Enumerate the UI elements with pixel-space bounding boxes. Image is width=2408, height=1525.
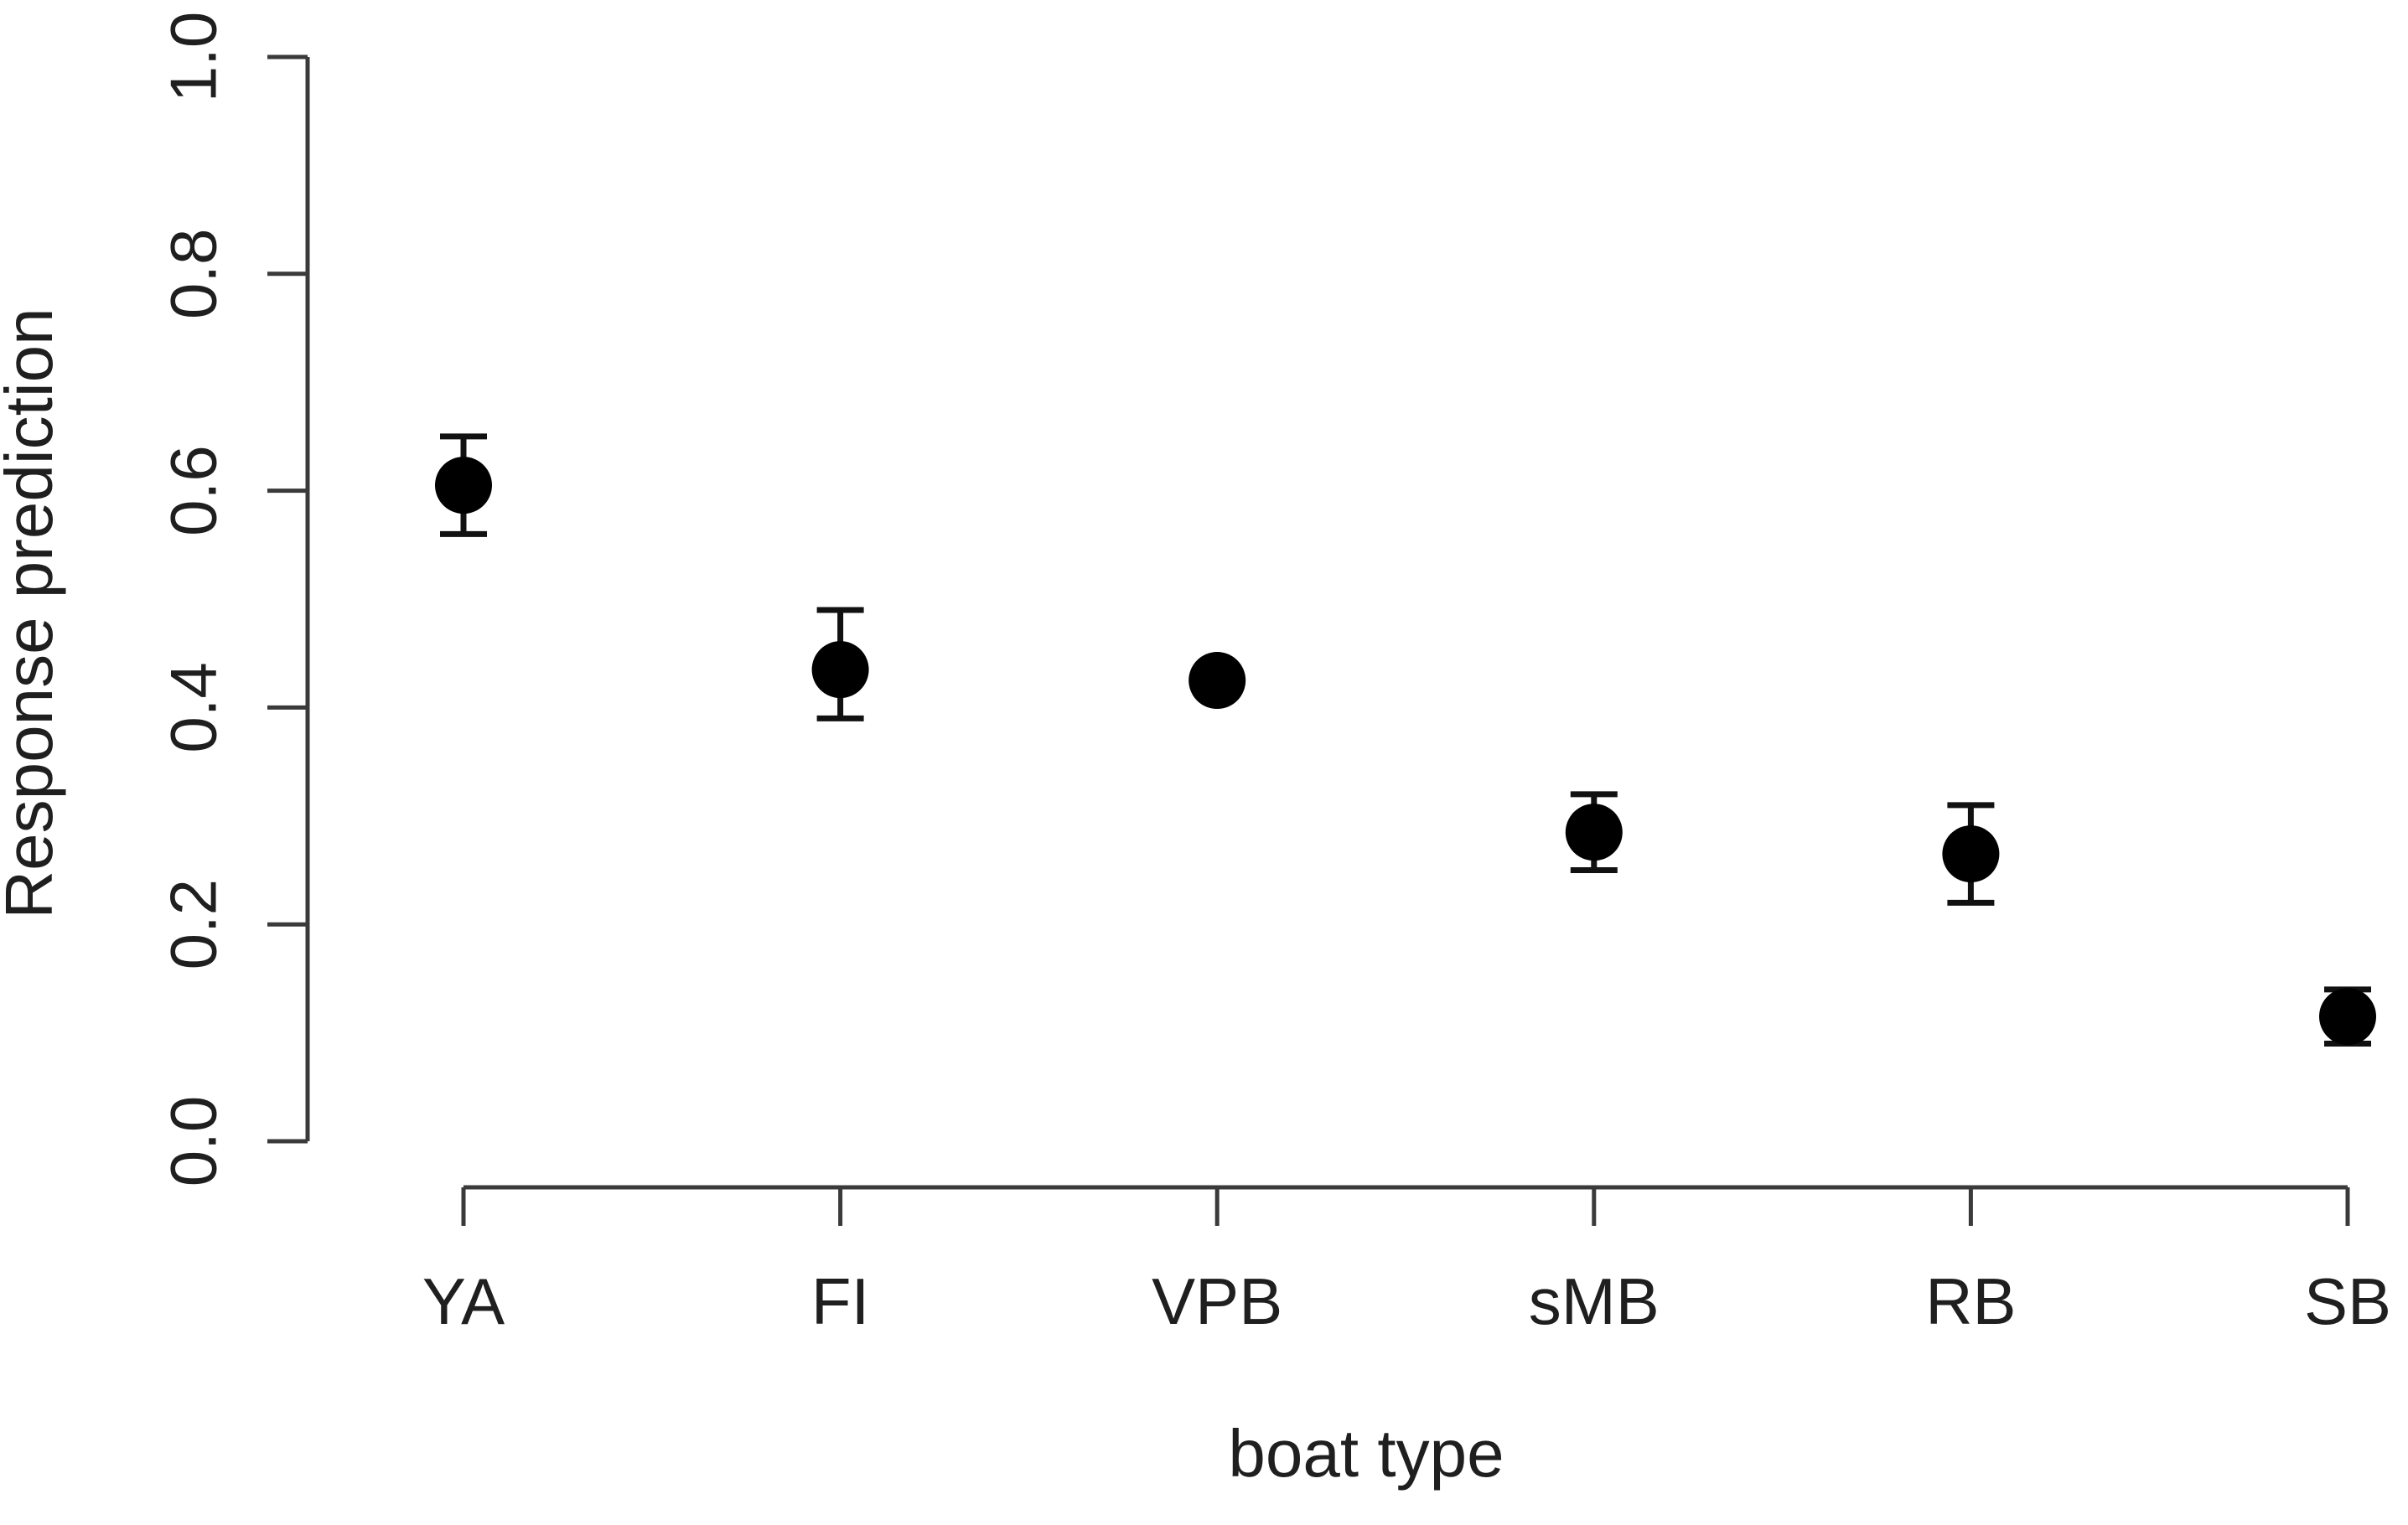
y-tick-label: 0.0 [157, 1096, 230, 1186]
x-tick-label-YA: YA [422, 1264, 505, 1338]
y-tick-label: 0.2 [157, 879, 230, 969]
y-tick-label: 0.4 [157, 662, 230, 752]
data-point-sMB [1565, 804, 1623, 861]
x-tick-label-VPB: VPB [1152, 1264, 1282, 1338]
x-tick-label-FI: FI [811, 1264, 869, 1338]
y-tick-label: 0.6 [157, 445, 230, 535]
x-tick-label-SB: SB [2304, 1264, 2391, 1338]
x-tick-label-RB: RB [1925, 1264, 2016, 1338]
error-bars [440, 433, 2371, 1047]
data-point-RB [1942, 825, 2000, 883]
data-point-YA [435, 457, 492, 514]
data-points [435, 457, 2376, 1046]
data-point-SB [2319, 988, 2376, 1046]
y-axis: 0.0 0.2 0.4 0.6 0.8 1.0 [157, 12, 310, 1186]
y-axis-title: Response prediction [0, 308, 66, 918]
y-tick-label: 1.0 [157, 12, 230, 102]
x-tick-label-sMB: sMB [1529, 1264, 1660, 1338]
data-point-FI [811, 641, 869, 699]
data-point-VPB [1188, 652, 1246, 710]
y-tick-label: 0.8 [157, 229, 230, 319]
x-axis: YA FI VPB sMB RB SB [422, 1185, 2391, 1338]
x-axis-title: boat type [1228, 1416, 1504, 1491]
